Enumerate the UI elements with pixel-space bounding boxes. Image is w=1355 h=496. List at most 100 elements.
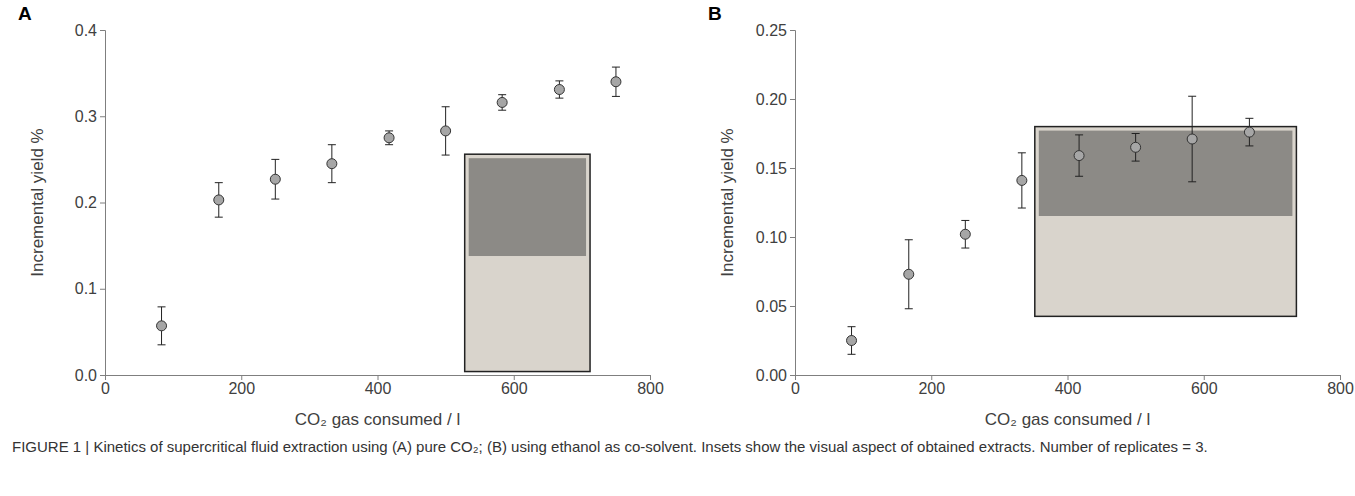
- x-axis-title: CO₂ gas consumed / l: [295, 410, 460, 429]
- error-bar-cap: [1245, 145, 1253, 146]
- tick-mark: [790, 306, 795, 307]
- tick-mark: [100, 289, 105, 290]
- inset-frame: [1035, 127, 1297, 317]
- y-axis: 0.00 0.05 0.10 0.15 0.20 0.25: [756, 22, 796, 384]
- error-bar-cap: [1132, 161, 1140, 162]
- tick-label: 200: [228, 380, 255, 397]
- tick-mark: [1204, 375, 1205, 380]
- tick: 0.2: [75, 194, 105, 211]
- data-point: [441, 126, 451, 136]
- tick-label: 0.1: [75, 280, 97, 297]
- tick-mark: [1068, 375, 1069, 380]
- tick-mark: [100, 30, 105, 31]
- tick: 0.20: [756, 91, 795, 108]
- x-axis: 0 200 400 600 800: [101, 375, 664, 397]
- axis-line: [796, 376, 1341, 381]
- inset-background: [1039, 131, 1293, 216]
- inset-photo: [465, 154, 590, 371]
- tick-label: 0.20: [756, 91, 787, 108]
- data-point: [1017, 175, 1027, 185]
- panel: 02004006008000.000.050.100.150.200.25CO₂…: [718, 22, 1354, 429]
- error-bar-cap: [1018, 208, 1026, 209]
- data-point: [1131, 142, 1141, 152]
- error-bar-cap: [612, 67, 620, 68]
- caption: FIGURE 1 | Kinetics of supercritical flu…: [12, 438, 1208, 455]
- tick-label: 0: [101, 380, 110, 397]
- error-bar: [158, 307, 166, 345]
- error-bar-cap: [1245, 118, 1253, 119]
- tick: 800: [637, 375, 664, 397]
- error-bar: [328, 145, 336, 183]
- inset-frame: [465, 154, 590, 371]
- tick: 400: [1055, 375, 1082, 397]
- tick: 0.25: [756, 22, 795, 39]
- tick: 0.10: [756, 229, 795, 246]
- error-bar-cap: [1018, 152, 1026, 153]
- error-bar-cap: [1188, 181, 1196, 182]
- tick: 0.0: [75, 367, 105, 384]
- tick-label: 800: [637, 380, 664, 397]
- inset-background: [469, 158, 586, 256]
- error-bar-cap: [555, 80, 563, 81]
- x-axis-title: CO₂ gas consumed / l: [985, 410, 1150, 429]
- data-point: [904, 269, 914, 279]
- error-bar: [612, 67, 620, 96]
- tick: 0.4: [75, 22, 105, 39]
- tick: 800: [1327, 375, 1354, 397]
- tick-label: 0.4: [75, 22, 97, 39]
- tick-label: 400: [365, 380, 392, 397]
- tick-mark: [100, 203, 105, 204]
- error-bar-cap: [1132, 133, 1140, 134]
- tick-mark: [514, 375, 515, 380]
- tick: 0.3: [75, 108, 105, 125]
- tick: 200: [918, 375, 945, 397]
- tick-label: 400: [1055, 380, 1082, 397]
- error-bar-cap: [158, 344, 166, 345]
- axis-line: [100, 31, 106, 376]
- data-point: [1187, 134, 1197, 144]
- panel: 0 200 400 600 800 0.0 0.1 0.2 0.3 0.4 CO₂ gas cons…: [28, 22, 664, 429]
- error-bar-cap: [498, 110, 506, 111]
- error-bar-cap: [1075, 134, 1083, 135]
- tick-label: 0.15: [756, 160, 787, 177]
- tick-label: 0.2: [75, 194, 97, 211]
- tick: 0: [101, 375, 110, 397]
- tick-mark: [241, 375, 242, 380]
- tick-label: 200: [918, 380, 945, 397]
- error-bar-cap: [612, 96, 620, 97]
- tick: 0.00: [756, 367, 795, 384]
- tick: 0.1: [75, 280, 105, 297]
- tick-label: 0.0: [75, 367, 97, 384]
- tick-mark: [100, 116, 105, 117]
- data-point: [1074, 151, 1084, 161]
- error-bar: [848, 327, 856, 355]
- panel-label: A: [18, 3, 32, 24]
- error-bar: [385, 131, 393, 145]
- data-point: [214, 195, 224, 205]
- data-point: [960, 229, 970, 239]
- figure: 0 200 400 600 800 0.0 0.1 0.2 0.3 0.4 CO₂ gas cons…: [0, 0, 1355, 496]
- error-bar: [1075, 135, 1083, 176]
- tick-label: 0: [791, 380, 800, 397]
- tick-mark: [100, 375, 105, 376]
- error-bar: [555, 81, 563, 98]
- error-bar-cap: [271, 159, 279, 160]
- tick: 400: [365, 375, 392, 397]
- tick-label: 0.3: [75, 108, 97, 125]
- tick-label: 0.05: [756, 298, 787, 315]
- tick-mark: [790, 99, 795, 100]
- tick-label: 0.10: [756, 229, 787, 246]
- data-point: [384, 133, 394, 143]
- tick-mark: [378, 375, 379, 380]
- error-bar-cap: [215, 182, 223, 183]
- error-bar-cap: [1075, 176, 1083, 177]
- tick-mark: [790, 168, 795, 169]
- tick: 0: [791, 375, 800, 397]
- error-bar-cap: [848, 326, 856, 327]
- data-point: [497, 97, 507, 107]
- axis-line: [790, 31, 796, 376]
- tick: 600: [501, 375, 528, 397]
- error-bar-cap: [328, 144, 336, 145]
- axis-line: [106, 376, 651, 381]
- tick-mark: [790, 237, 795, 238]
